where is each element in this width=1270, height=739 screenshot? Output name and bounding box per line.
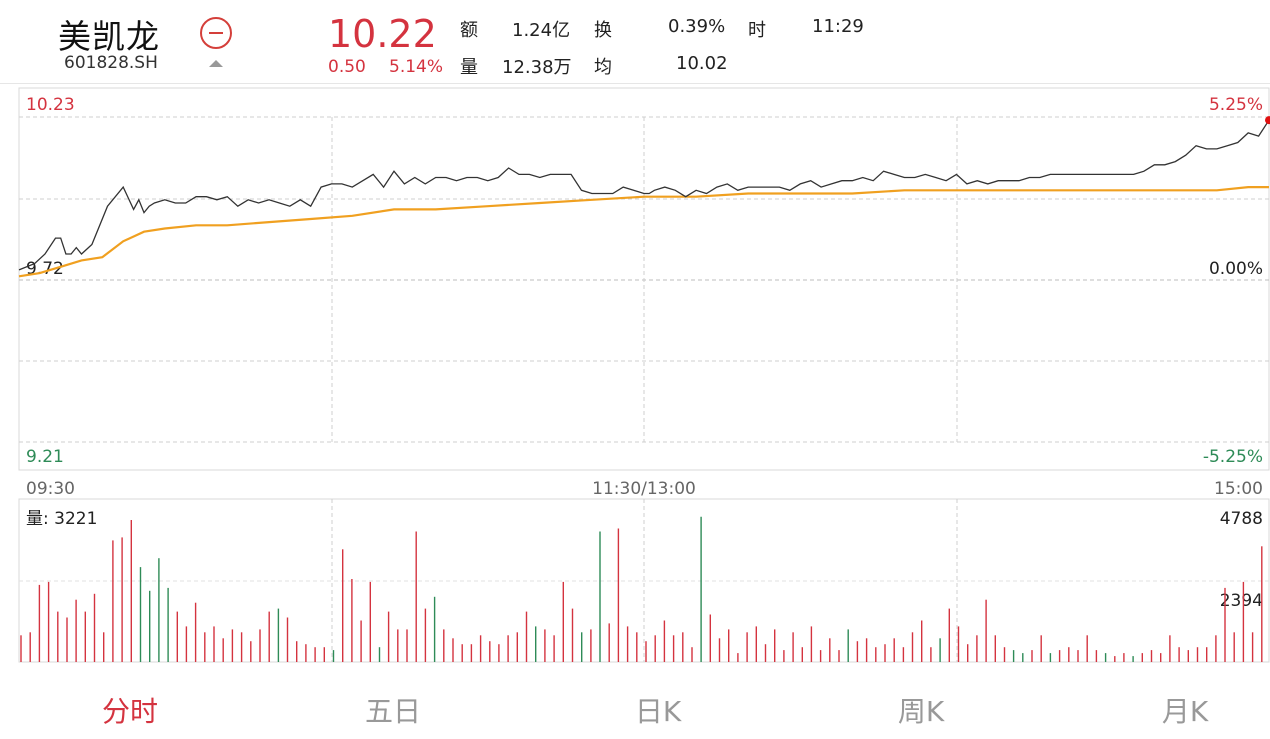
- time-start-label: 09:30: [26, 479, 75, 499]
- turnover-value: 0.39%: [668, 16, 726, 37]
- stock-code: 601828.SH: [64, 53, 158, 73]
- time-label: 时: [748, 20, 766, 41]
- volume-label: 量: [460, 57, 478, 78]
- amount-label: 额: [460, 20, 478, 41]
- pct-base-label: 0.00%: [1209, 259, 1263, 279]
- period-tabs: 分时 五日 日K 周K 月K: [0, 680, 1270, 739]
- last-price: 10.22: [328, 12, 437, 56]
- amount-value: 1.24亿: [512, 20, 571, 41]
- price-line: [18, 119, 1270, 271]
- price-base-label: 9.72: [26, 259, 64, 279]
- quote-header: 美凯龙 601828.SH 10.22 0.50 5.14% 额 1.24亿 换…: [0, 0, 1270, 84]
- avg-price-label: 均: [594, 57, 612, 78]
- expand-caret-icon[interactable]: [209, 60, 223, 67]
- price-low-label: 9.21: [26, 447, 64, 467]
- price-change: 0.50: [328, 57, 366, 77]
- time-end-label: 15:00: [1214, 479, 1263, 499]
- tab-weekly-k[interactable]: 周K: [897, 695, 945, 728]
- last-price-dot: [1265, 116, 1270, 125]
- turnover-label: 换: [594, 20, 612, 41]
- volume-value: 12.38万: [502, 57, 572, 78]
- tab-five-day[interactable]: 五日: [364, 695, 422, 728]
- remove-watchlist-icon[interactable]: [200, 17, 232, 49]
- pct-low-label: -5.25%: [1203, 447, 1263, 467]
- intraday-chart-svg[interactable]: 10.23 9.72 9.21 5.25% 0.00% -5.25% 09:30…: [0, 84, 1270, 664]
- price-panel-frame: [18, 87, 1270, 471]
- pct-high-label: 5.25%: [1209, 95, 1263, 115]
- intraday-chart[interactable]: 10.23 9.72 9.21 5.25% 0.00% -5.25% 09:30…: [0, 84, 1270, 664]
- volume-current-label: 量: 3221: [26, 509, 97, 529]
- volume-max-label: 4788: [1220, 509, 1263, 529]
- average-price-line: [18, 185, 1269, 278]
- volume-half-label: 2394: [1220, 591, 1263, 611]
- volume-bars: [20, 516, 1263, 662]
- time-value: 11:29: [812, 16, 864, 37]
- tab-daily-k[interactable]: 日K: [634, 695, 682, 728]
- price-high-label: 10.23: [26, 95, 75, 115]
- tab-intraday[interactable]: 分时: [101, 695, 159, 728]
- avg-price-value: 10.02: [676, 53, 728, 74]
- time-mid-label: 11:30/13:00: [592, 479, 696, 499]
- price-change-pct: 5.14%: [389, 57, 444, 77]
- tab-monthly-k[interactable]: 月K: [1161, 695, 1209, 728]
- stock-name: 美凯龙: [58, 17, 160, 56]
